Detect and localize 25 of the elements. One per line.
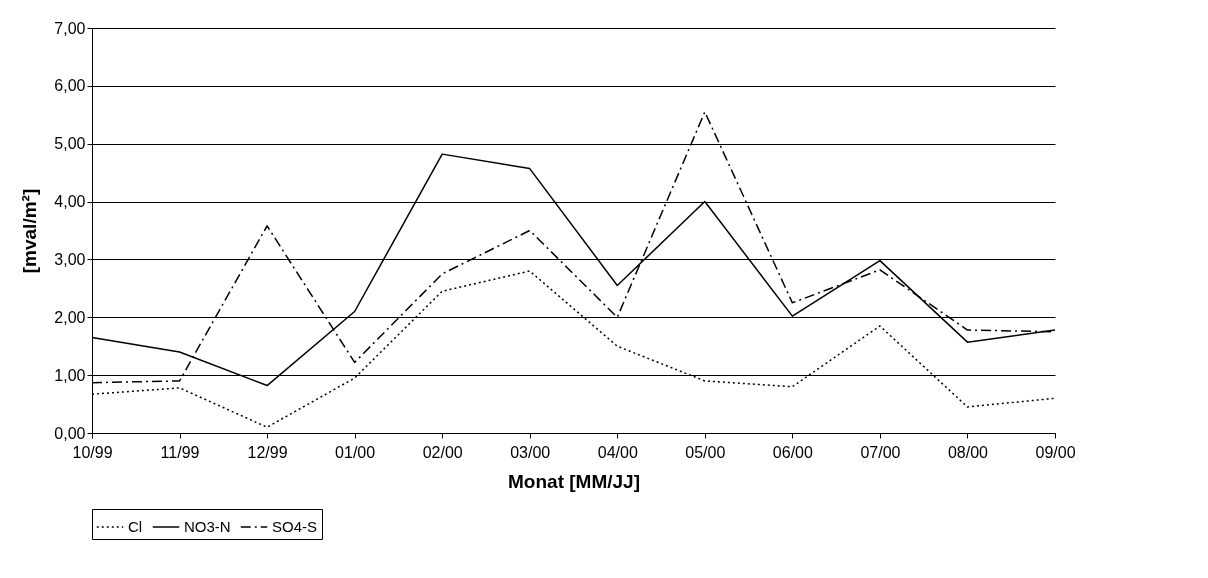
- y-axis-title: [mval/m²]: [19, 188, 41, 274]
- y-tick-label: 6,00: [54, 77, 86, 95]
- y-tick-label: 5,00: [54, 135, 86, 153]
- x-axis-title: Monat [MM/JJ]: [508, 470, 640, 492]
- y-tick-label: 1,00: [54, 366, 86, 384]
- x-tick-label: 03/00: [510, 443, 551, 461]
- x-tick-label: 12/99: [247, 443, 288, 461]
- y-tick-label: 0,00: [54, 424, 86, 442]
- legend-label: SO4-S: [272, 518, 318, 535]
- x-tick-label: 05/00: [685, 443, 726, 461]
- y-tick-label: 3,00: [54, 250, 86, 268]
- x-tick-label: 07/00: [860, 443, 901, 461]
- x-tick-label: 01/00: [335, 443, 376, 461]
- x-tick-label: 10/99: [72, 443, 113, 461]
- y-tick-label: 2,00: [54, 308, 86, 326]
- x-tick-label: 09/00: [1035, 443, 1076, 461]
- x-tick-label: 06/00: [772, 443, 813, 461]
- x-tick-label: 04/00: [597, 443, 638, 461]
- y-tick-label: 7,00: [54, 19, 86, 37]
- x-tick-label: 11/99: [160, 443, 200, 461]
- x-tick-label: 08/00: [947, 443, 989, 461]
- legend-label: Cl: [128, 518, 143, 535]
- legend-label: NO3-N: [184, 518, 231, 535]
- x-tick-label: 02/00: [422, 443, 463, 461]
- y-tick-label: 4,00: [54, 193, 86, 211]
